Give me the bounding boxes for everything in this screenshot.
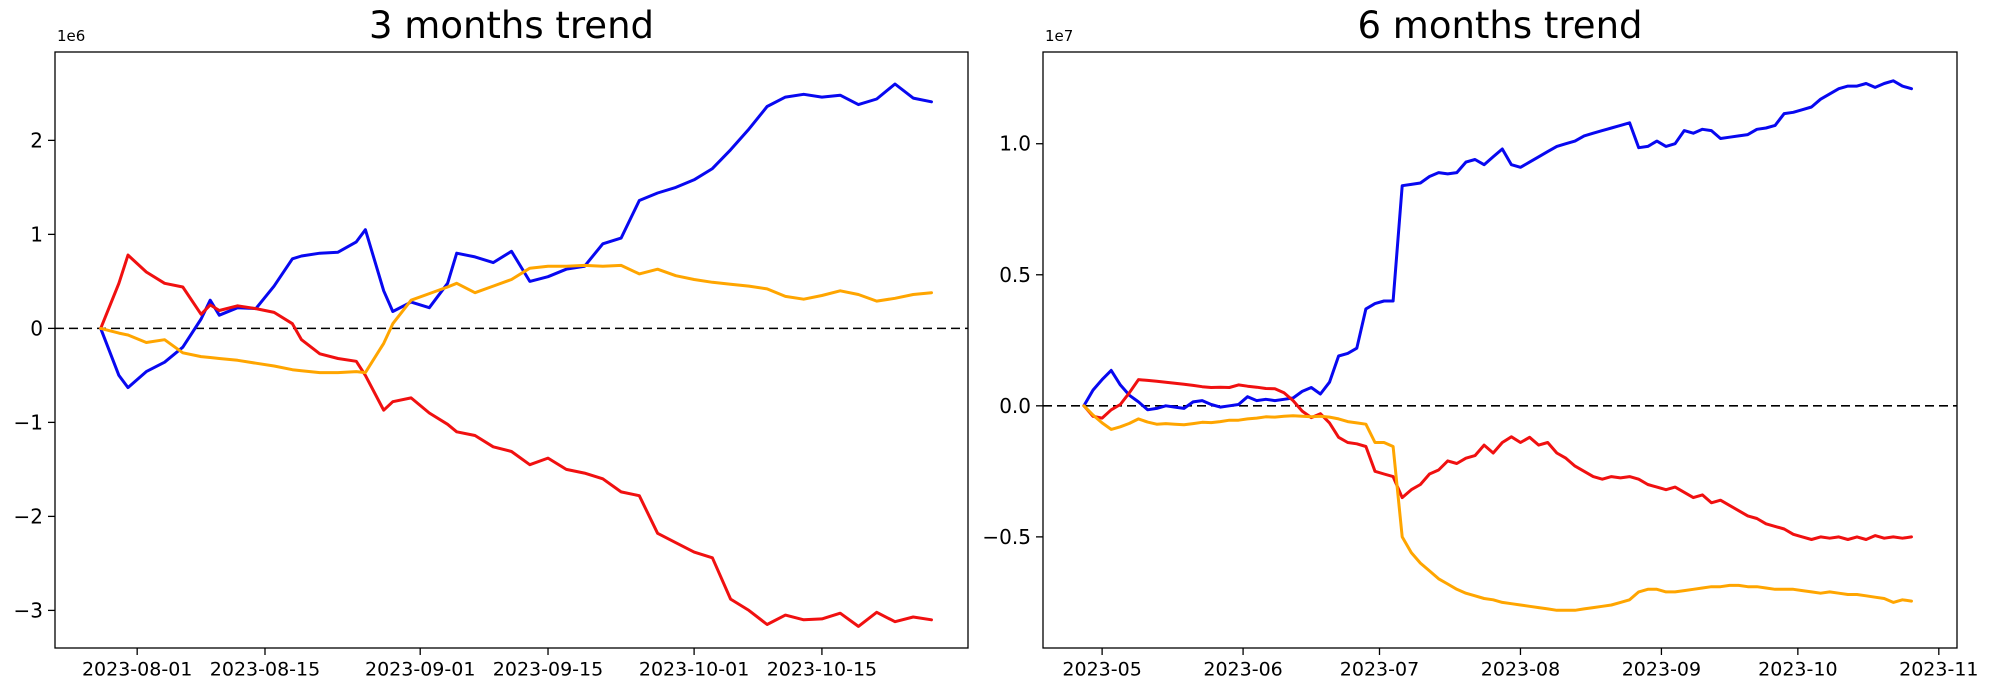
chart-title-3-months: 3 months trend	[368, 4, 655, 47]
x-tick-label: 2023-07	[1340, 659, 1419, 681]
y-axis-offset-label-right: 1e7	[1045, 27, 1074, 45]
y-tick-label: −0.5	[982, 525, 1031, 549]
x-tick-label: 2023-05	[1062, 659, 1141, 681]
y-tick-label: 0	[30, 316, 43, 340]
y-tick-label: −2	[14, 504, 43, 528]
axes-frame	[1042, 51, 1958, 649]
y-tick-label: 0.5	[999, 263, 1031, 287]
x-tick-label: 2023-10-15	[767, 659, 877, 681]
series-line-red	[99, 253, 933, 628]
x-tick-label: 2023-10-01	[639, 659, 749, 681]
y-tick-label: 1	[30, 222, 43, 246]
series-line-orange	[1082, 404, 1913, 612]
chart-3-months: 2023-08-01 2023-08-15 2023-09-01 2023-09-15…	[14, 51, 969, 681]
series-line-blue	[1082, 79, 1913, 412]
x-tick-label: 2023-11	[1899, 659, 1978, 681]
x-tick-label: 2023-08	[1481, 659, 1560, 681]
series-line-orange	[99, 263, 933, 375]
y-tick-label: −1	[14, 410, 43, 434]
x-tick-label: 2023-06	[1203, 659, 1282, 681]
x-tick-label: 2023-10	[1758, 659, 1837, 681]
x-tick-label: 2023-09	[1622, 659, 1701, 681]
chart-title-6-months: 6 months trend	[1357, 4, 1643, 47]
x-tick-label: 2023-09-01	[365, 659, 475, 681]
y-tick-label: 2	[30, 128, 43, 152]
axes-frame	[54, 51, 969, 649]
y-tick-label: −3	[14, 598, 43, 622]
y-axis-offset-label-left: 1e6	[57, 27, 86, 45]
y-tick-label: 0.0	[999, 394, 1031, 418]
x-tick-label: 2023-09-15	[493, 659, 603, 681]
series-line-blue	[99, 82, 933, 390]
chart-6-months: 2023-05 2023-06 2023-07 2023-08 2023-09 2023-…	[982, 51, 1979, 681]
series-line-red	[1082, 378, 1913, 541]
x-tick-label: 2023-08-15	[210, 659, 320, 681]
x-tick-label: 2023-08-01	[82, 659, 192, 681]
y-tick-label: 1.0	[999, 132, 1031, 156]
